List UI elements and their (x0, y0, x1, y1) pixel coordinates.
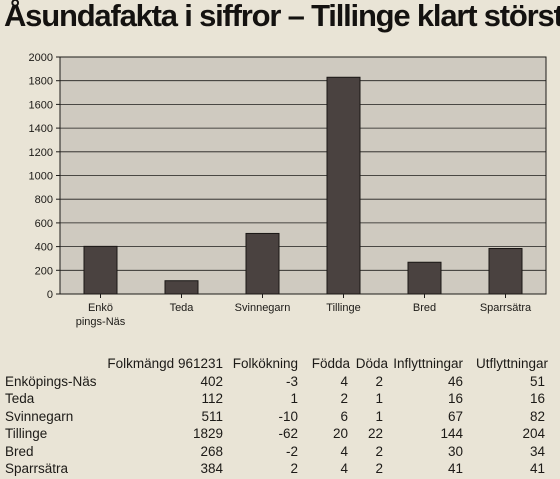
cell-folkokning: -2 (285, 443, 298, 459)
cell-utflyttningar: 51 (529, 373, 545, 389)
y-tick-label: 1600 (29, 99, 53, 111)
bar (164, 280, 199, 295)
cell-utflyttningar: 204 (522, 426, 545, 441)
x-tick-label: Svinnegarn (235, 302, 291, 314)
cell-inflyttningar: 30 (447, 443, 463, 459)
header-folkmangd: Folkmängd 961231 (107, 356, 223, 371)
y-tick-label: 200 (35, 265, 53, 277)
y-tick-label: 600 (35, 218, 53, 230)
table-row: Bred 268 -2 4 2 30 34 (0, 444, 560, 462)
table-row: Teda 112 1 2 1 16 16 (0, 391, 560, 409)
cell-fodda: 4 (340, 461, 348, 476)
cell-utflyttningar: 16 (529, 391, 545, 406)
table-row: Sparrsätra 384 2 4 2 41 41 (0, 461, 560, 479)
x-tick-label: Sparrsätra (480, 302, 532, 314)
cell-folkmangd: 384 (200, 461, 223, 476)
table-row: Svinnegarn 511 -10 6 1 67 82 (0, 409, 560, 427)
cell-fodda: 4 (340, 443, 348, 459)
cell-fodda: 6 (340, 408, 348, 424)
cell-folkmangd: 268 (200, 443, 223, 459)
table-row: Enköpings-Näs 402 -3 4 2 46 51 (0, 374, 560, 392)
header-utflyttningar: Utflyttningar (475, 356, 548, 371)
row-name: Teda (5, 391, 35, 406)
cell-utflyttningar: 34 (529, 443, 545, 459)
cell-doda: 22 (367, 426, 383, 441)
row-name: Sparrsätra (5, 461, 69, 476)
cell-doda: 1 (375, 408, 383, 424)
cell-folkokning: -3 (285, 373, 298, 389)
bar (245, 232, 280, 295)
row-name: Svinnegarn (5, 408, 74, 424)
cell-inflyttningar: 41 (447, 461, 463, 476)
x-tick-label: Enkö pings-Näs (76, 302, 126, 328)
y-tick-label: 1200 (29, 147, 53, 159)
x-tick-label: Bred (413, 302, 436, 314)
table-row: Tillinge 1829 -62 20 22 144 204 (0, 426, 560, 444)
cell-doda: 2 (375, 443, 383, 459)
y-tick-label: 1400 (29, 123, 53, 135)
y-tick-label: 400 (35, 242, 53, 254)
cell-fodda: 4 (340, 373, 348, 389)
cell-inflyttningar: 16 (447, 391, 463, 406)
y-tick-label: 800 (35, 194, 53, 206)
x-tick-label: Teda (170, 302, 195, 314)
statistics-table: Folkmängd 961231 Folkökning Födda Döda I… (0, 356, 560, 479)
cell-folkmangd: 112 (201, 391, 223, 406)
header-folkokning: Folkökning (232, 356, 298, 371)
row-name: Bred (5, 443, 34, 459)
cell-doda: 2 (375, 373, 383, 389)
y-tick-label: 1800 (29, 76, 53, 88)
cell-folkokning: -62 (278, 426, 298, 441)
x-tick-label: Tillinge (326, 302, 360, 314)
cell-folkmangd: 1829 (192, 426, 223, 441)
cell-folkokning: 2 (290, 461, 298, 476)
cell-inflyttningar: 67 (447, 408, 463, 424)
plot-area: 0 200 400 600 800 1000 1200 1400 1600 1800 2000 Enk… (29, 52, 547, 328)
cell-doda: 2 (375, 461, 383, 476)
headline: Åsundafakta i siffror – Tillinge klart s… (4, 0, 560, 33)
cell-folkokning: -10 (278, 408, 298, 424)
header-fodda: Födda (311, 356, 350, 371)
cell-fodda: 20 (332, 426, 348, 441)
y-tick-label: 2000 (29, 52, 53, 64)
bar-chart: 0 200 400 600 800 1000 1200 1400 1600 1800 2000 Enk… (29, 52, 547, 328)
cell-inflyttningar: 46 (447, 373, 463, 389)
row-name: Enköpings-Näs (5, 373, 97, 389)
header-inflyttningar: Inflyttningar (393, 356, 463, 371)
y-tick-label: 0 (47, 289, 53, 301)
cell-utflyttningar: 82 (529, 408, 545, 424)
table-header-row: Folkmängd 961231 Folkökning Födda Döda I… (0, 356, 560, 374)
header-doda: Döda (355, 356, 388, 371)
bar (488, 247, 523, 295)
cell-folkokning: 1 (290, 391, 298, 406)
cell-folkmangd: 402 (200, 373, 223, 389)
bar (407, 261, 442, 295)
cell-inflyttningar: 144 (440, 426, 463, 441)
row-name: Tillinge (5, 426, 48, 441)
cell-fodda: 2 (340, 391, 348, 406)
cell-utflyttningar: 41 (529, 461, 545, 476)
y-tick-label: 1000 (29, 171, 53, 183)
cell-folkmangd: 511 (201, 408, 223, 424)
bar (83, 245, 118, 295)
bar (326, 76, 361, 295)
cell-doda: 1 (375, 391, 383, 406)
